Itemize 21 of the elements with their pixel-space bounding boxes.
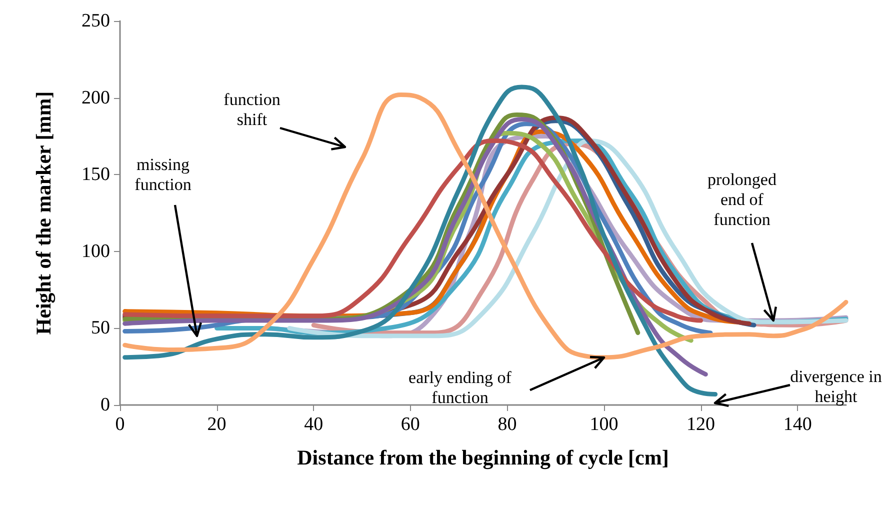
y-tick-label: 50 [91, 318, 110, 339]
y-tick-label: 100 [82, 240, 110, 262]
annotation: function shift [222, 90, 282, 130]
x-tick-label: 80 [498, 414, 517, 435]
x-tick-label: 100 [590, 414, 618, 435]
x-tick-label: 60 [400, 414, 420, 435]
x-tick-label: 40 [304, 414, 324, 435]
y-tick-label: 200 [82, 87, 110, 108]
x-axis-title: Distance from the beginning of cycle [cm] [297, 446, 669, 470]
x-tick-label: 0 [115, 414, 125, 435]
y-tick-label: 250 [82, 10, 110, 32]
annotation: missing function [134, 155, 192, 195]
annotation: divergence in height [789, 367, 883, 407]
y-tick-label: 0 [100, 394, 110, 416]
annotation: prolonged end of function [706, 170, 778, 230]
y-tick-label: 150 [82, 164, 110, 186]
y-axis-title: Height of the marker [mm] [32, 91, 56, 335]
x-tick-label: 140 [783, 414, 812, 435]
annotation: early ending of function [408, 368, 512, 408]
x-tick-label: 120 [686, 414, 716, 435]
x-tick-label: 20 [207, 414, 226, 435]
